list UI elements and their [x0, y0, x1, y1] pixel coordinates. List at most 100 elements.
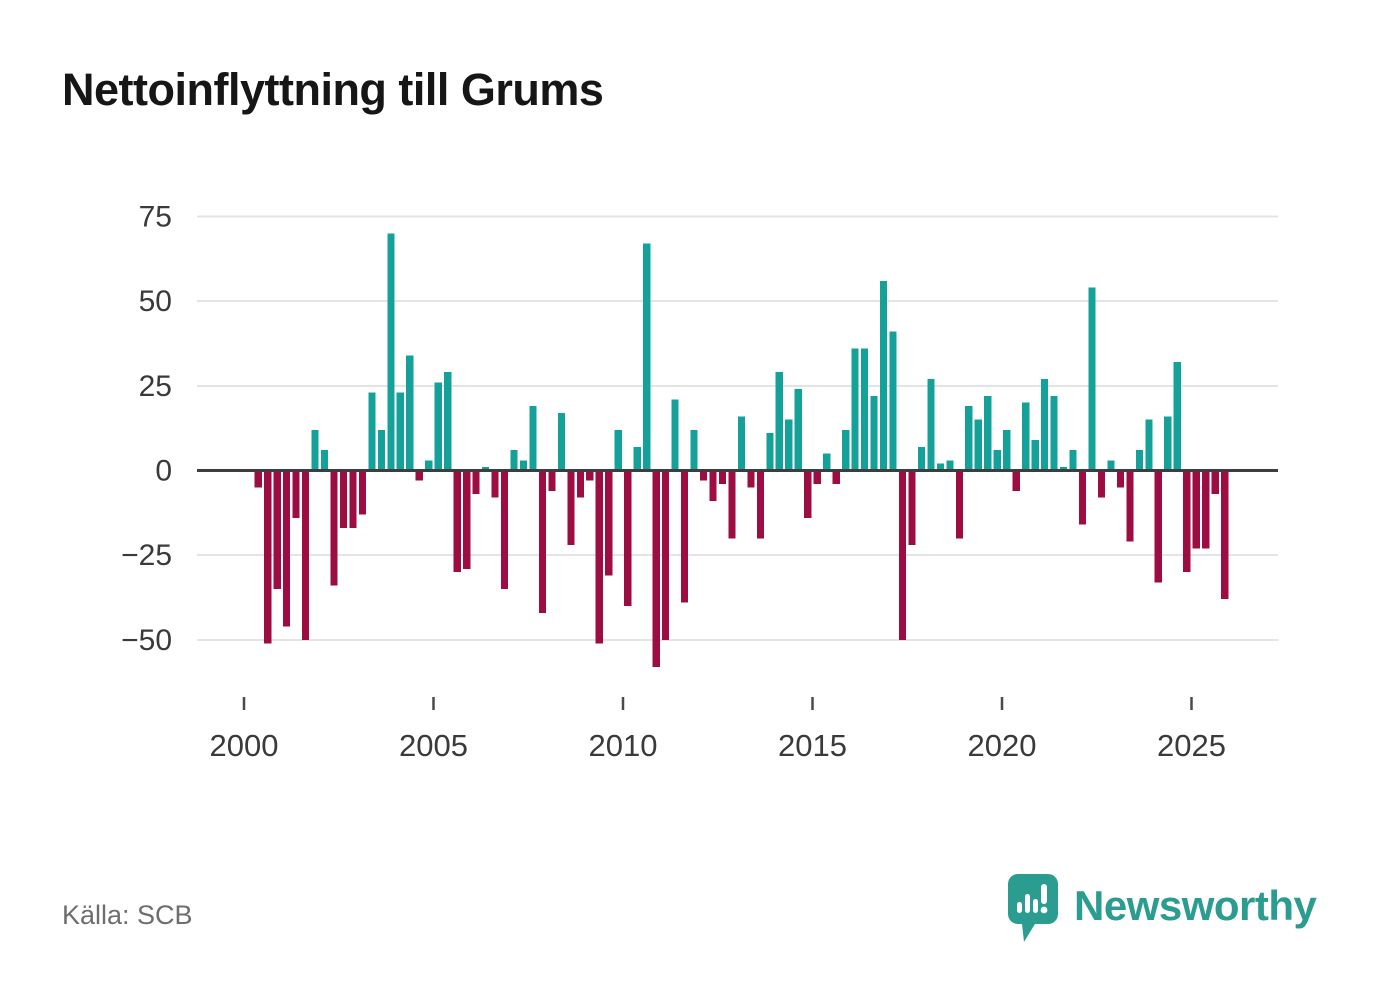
- bar: [529, 406, 537, 471]
- y-axis-label: 0: [155, 455, 172, 488]
- bar: [927, 379, 935, 471]
- bar: [311, 429, 319, 471]
- bar: [605, 470, 613, 576]
- bar: [330, 470, 338, 586]
- bar: [595, 470, 603, 644]
- bar: [557, 412, 565, 471]
- bar: [737, 416, 745, 471]
- bar: [1078, 470, 1087, 525]
- bar: [908, 470, 916, 545]
- bar: [1211, 470, 1219, 495]
- bar: [1135, 450, 1143, 471]
- bar: [339, 470, 348, 529]
- bar: [917, 446, 926, 471]
- bar: [519, 460, 528, 471]
- bar: [643, 243, 651, 471]
- y-axis-label: −50: [121, 624, 172, 657]
- bar: [851, 348, 859, 471]
- bar: [974, 419, 982, 471]
- x-axis-label: 2005: [399, 728, 468, 763]
- bar: [633, 446, 641, 471]
- bar: [1202, 470, 1210, 549]
- bar: [1116, 470, 1124, 488]
- bar: [671, 399, 679, 471]
- bar: [349, 470, 357, 529]
- bar: [586, 470, 594, 481]
- bar: [283, 470, 291, 627]
- bar: [491, 470, 499, 498]
- bar: [444, 372, 452, 471]
- bar: [775, 372, 783, 471]
- bar: [1069, 450, 1077, 471]
- bar: [453, 470, 461, 573]
- bar: [1012, 470, 1020, 491]
- bar: [1041, 379, 1049, 471]
- bar: [368, 392, 376, 471]
- bar: [1183, 470, 1191, 573]
- bar: [1221, 470, 1229, 600]
- bar: [1060, 467, 1068, 471]
- bar: [320, 450, 329, 471]
- bar: [804, 470, 812, 518]
- bar: [302, 470, 310, 640]
- y-axis-label: −25: [121, 539, 172, 572]
- bar: [510, 450, 518, 471]
- bar: [889, 331, 897, 471]
- bar: [434, 382, 442, 471]
- bar: [1126, 470, 1134, 542]
- x-axis-label: 2015: [778, 728, 847, 763]
- bar: [861, 348, 869, 471]
- bar: [965, 406, 973, 471]
- bar: [425, 460, 433, 471]
- bar: [681, 470, 689, 603]
- bar: [387, 233, 395, 471]
- newsworthy-wordmark: Newsworthy: [1074, 882, 1317, 929]
- bar: [1050, 396, 1058, 471]
- bar: [538, 470, 547, 613]
- bar: [396, 392, 404, 471]
- bar: [766, 433, 774, 471]
- y-axis-label: 25: [139, 370, 172, 403]
- page-title: Nettoinflyttning till Grums: [62, 64, 604, 115]
- bar: [482, 467, 490, 471]
- bar: [576, 470, 584, 498]
- bar: [1145, 419, 1153, 471]
- bar: [823, 453, 831, 471]
- bar: [794, 389, 802, 471]
- bar: [501, 470, 509, 590]
- bar: [936, 463, 944, 471]
- newsworthy-icon: [1008, 874, 1058, 942]
- y-axis-label: 50: [139, 285, 172, 318]
- mini-bar-chart-glyph: [1017, 884, 1048, 914]
- bar: [699, 470, 708, 481]
- source-label: Källa: SCB: [62, 900, 193, 930]
- bar: [709, 470, 717, 501]
- bar: [264, 470, 272, 644]
- bar: [1192, 470, 1200, 549]
- bar: [567, 470, 575, 545]
- bar: [254, 470, 262, 488]
- bar: [463, 470, 471, 569]
- bar: [614, 429, 622, 471]
- bar: [690, 429, 698, 471]
- bar: [993, 450, 1001, 471]
- bar: [292, 470, 300, 518]
- bar: [406, 355, 414, 471]
- bar: [984, 396, 992, 471]
- bar: [1173, 362, 1181, 471]
- bar: [747, 470, 755, 488]
- bar: [652, 470, 660, 667]
- bar: [273, 470, 281, 590]
- bar: [946, 460, 954, 471]
- bar: [880, 280, 888, 471]
- bar: [624, 470, 632, 606]
- bar: [1164, 416, 1172, 471]
- bar: [785, 419, 793, 471]
- bar: [548, 470, 556, 491]
- bar: [1031, 440, 1039, 471]
- bar: [472, 470, 480, 495]
- bar: [718, 470, 727, 485]
- x-axis-label: 2000: [210, 728, 279, 763]
- x-axis-label: 2025: [1157, 728, 1226, 763]
